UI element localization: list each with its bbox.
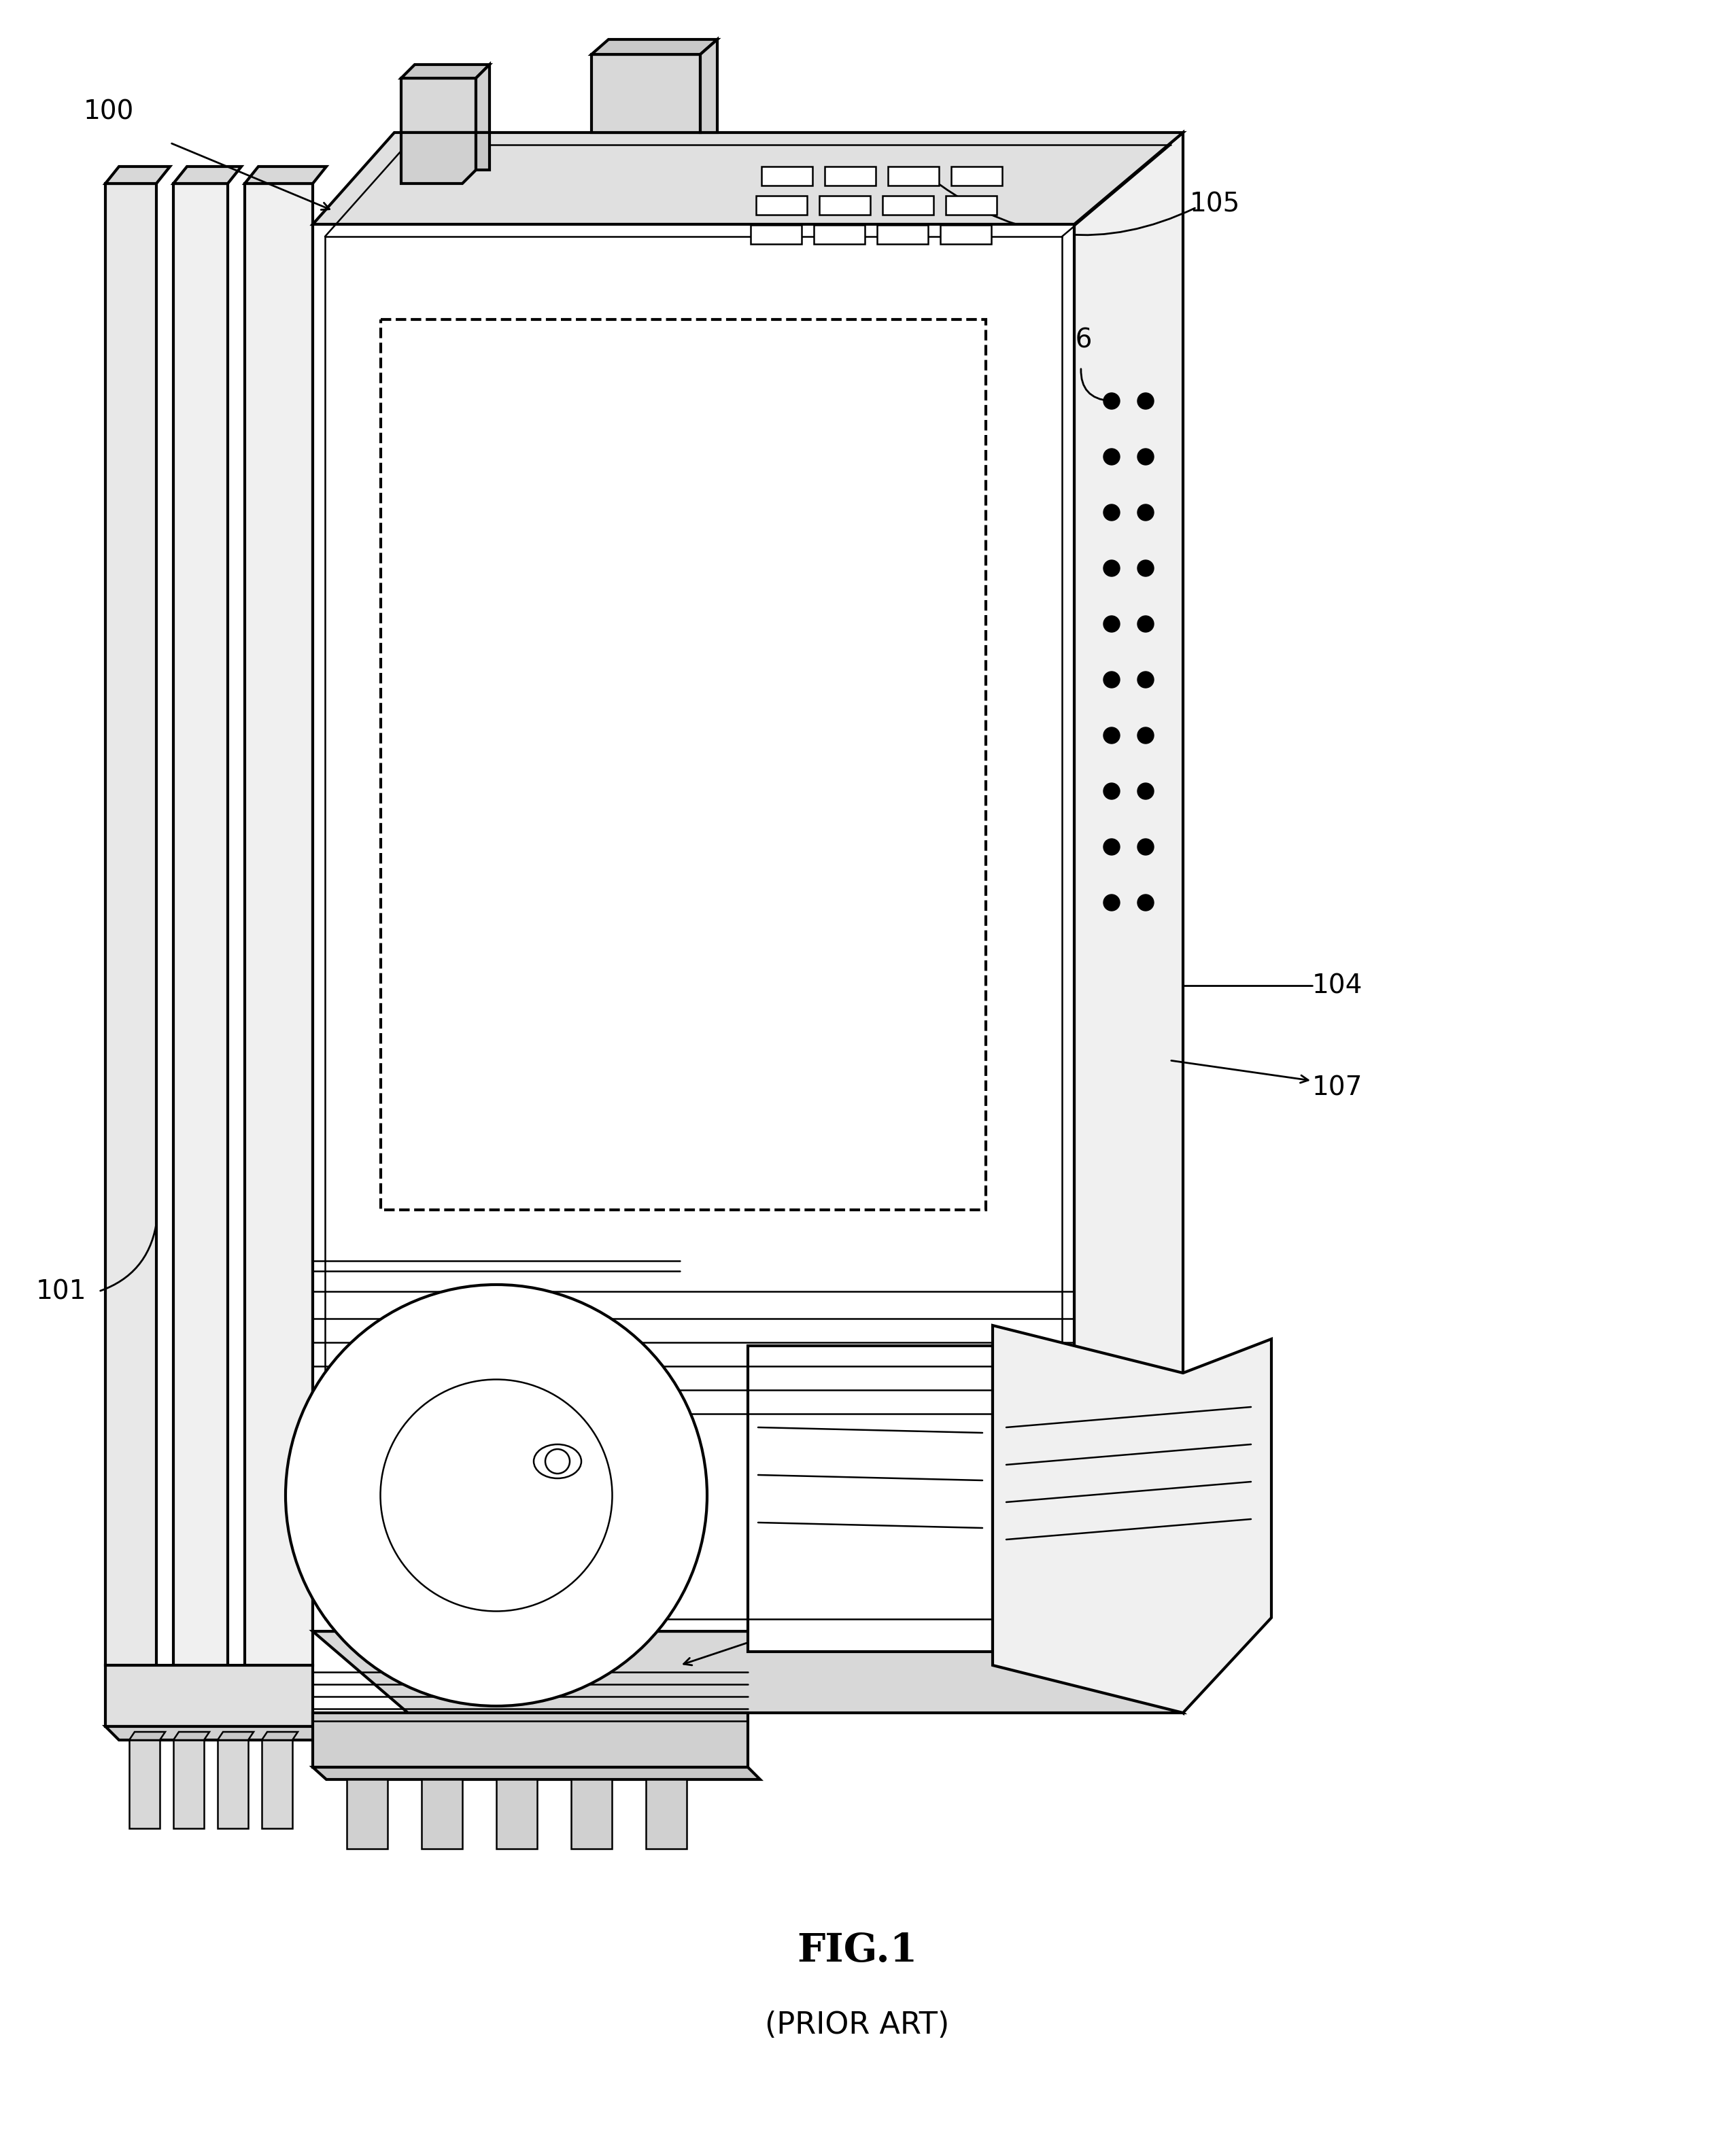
- Circle shape: [1104, 895, 1119, 910]
- Polygon shape: [218, 1740, 249, 1828]
- Polygon shape: [476, 132, 490, 170]
- Circle shape: [1138, 671, 1154, 688]
- Polygon shape: [105, 1664, 312, 1727]
- Polygon shape: [312, 1768, 759, 1779]
- Text: FIG.1: FIG.1: [797, 1932, 917, 1971]
- Polygon shape: [756, 196, 807, 216]
- Ellipse shape: [533, 1445, 581, 1479]
- Circle shape: [1138, 839, 1154, 856]
- Polygon shape: [173, 183, 228, 1664]
- Polygon shape: [814, 224, 866, 244]
- Polygon shape: [129, 1731, 165, 1740]
- Polygon shape: [761, 166, 812, 185]
- Polygon shape: [701, 39, 716, 132]
- Circle shape: [1138, 505, 1154, 520]
- Text: 105: 105: [1190, 192, 1241, 218]
- Polygon shape: [946, 196, 998, 216]
- Polygon shape: [129, 1740, 159, 1828]
- Polygon shape: [571, 1779, 612, 1850]
- Polygon shape: [173, 1731, 209, 1740]
- Circle shape: [1104, 561, 1119, 576]
- Text: 107: 107: [1313, 1074, 1363, 1100]
- Polygon shape: [951, 166, 1003, 185]
- Polygon shape: [401, 65, 490, 78]
- Circle shape: [1104, 617, 1119, 632]
- Circle shape: [1104, 727, 1119, 744]
- Polygon shape: [312, 1712, 747, 1768]
- Circle shape: [1138, 617, 1154, 632]
- Circle shape: [1104, 783, 1119, 800]
- Polygon shape: [312, 132, 1183, 224]
- Polygon shape: [245, 166, 326, 183]
- Polygon shape: [173, 166, 242, 183]
- Polygon shape: [497, 1779, 536, 1850]
- Polygon shape: [992, 1326, 1272, 1712]
- Polygon shape: [401, 132, 476, 183]
- Polygon shape: [312, 1632, 1183, 1712]
- Polygon shape: [824, 166, 876, 185]
- Polygon shape: [105, 166, 170, 183]
- Polygon shape: [105, 1727, 326, 1740]
- Polygon shape: [591, 39, 716, 54]
- Circle shape: [1104, 671, 1119, 688]
- Polygon shape: [173, 1740, 204, 1828]
- Ellipse shape: [286, 1285, 708, 1705]
- Circle shape: [1138, 561, 1154, 576]
- Polygon shape: [401, 78, 476, 132]
- Polygon shape: [312, 224, 1075, 1632]
- Circle shape: [1104, 505, 1119, 520]
- Polygon shape: [218, 1731, 254, 1740]
- Polygon shape: [105, 183, 156, 1664]
- Polygon shape: [262, 1731, 298, 1740]
- Circle shape: [1104, 448, 1119, 466]
- Polygon shape: [888, 166, 939, 185]
- Text: 102: 102: [334, 272, 386, 298]
- Text: 103: 103: [823, 1585, 872, 1611]
- Circle shape: [1104, 392, 1119, 410]
- Polygon shape: [476, 65, 490, 132]
- Polygon shape: [245, 183, 312, 1664]
- Circle shape: [1104, 839, 1119, 856]
- Text: 100: 100: [84, 99, 134, 125]
- Circle shape: [1138, 392, 1154, 410]
- Polygon shape: [819, 196, 871, 216]
- Text: (PRIOR ART): (PRIOR ART): [764, 2012, 950, 2040]
- Polygon shape: [262, 1740, 293, 1828]
- Polygon shape: [422, 1779, 463, 1850]
- Polygon shape: [747, 1345, 992, 1651]
- Circle shape: [1138, 783, 1154, 800]
- Polygon shape: [591, 54, 701, 132]
- Text: 101: 101: [36, 1279, 86, 1304]
- Polygon shape: [941, 224, 991, 244]
- Polygon shape: [346, 1779, 387, 1850]
- Circle shape: [1138, 727, 1154, 744]
- Circle shape: [1138, 448, 1154, 466]
- Circle shape: [1138, 895, 1154, 910]
- Polygon shape: [751, 224, 802, 244]
- Polygon shape: [1075, 132, 1183, 1712]
- Polygon shape: [883, 196, 934, 216]
- Polygon shape: [646, 1779, 687, 1850]
- Polygon shape: [878, 224, 927, 244]
- Text: 106: 106: [1042, 328, 1094, 354]
- Text: 104: 104: [1313, 972, 1363, 998]
